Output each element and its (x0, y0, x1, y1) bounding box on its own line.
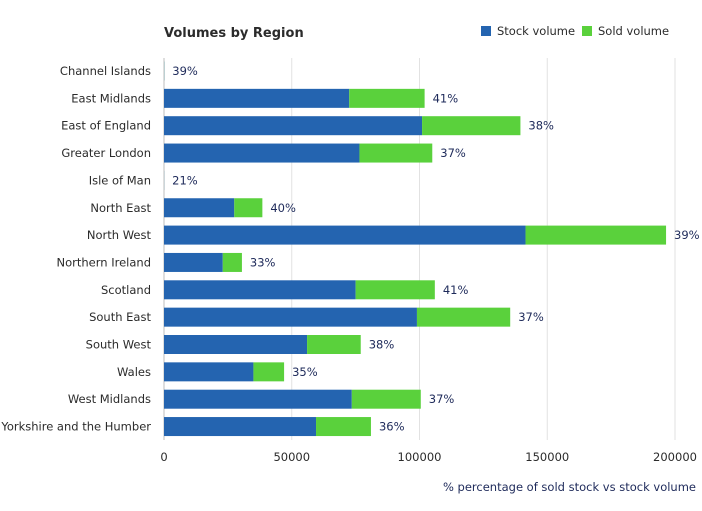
footnote: % percentage of sold stock vs stock volu… (443, 480, 696, 494)
x-tick-label: 50000 (273, 450, 310, 464)
percentage-label-yorkshire-and-the-humber: 36% (379, 420, 405, 434)
percentage-label-east-midlands: 41% (433, 91, 459, 105)
bar-east-of-england-sold-volume[interactable] (422, 116, 521, 136)
legend-label-stock-volume[interactable]: Stock volume (497, 24, 575, 38)
percentage-label-west-midlands: 37% (429, 392, 455, 406)
category-label-greater-london: Greater London (61, 146, 151, 160)
legend-swatch-sold-volume (582, 26, 592, 36)
category-label-east-of-england: East of England (61, 119, 151, 133)
category-label-south-west: South West (86, 338, 152, 352)
bar-south-west-sold-volume[interactable] (307, 335, 361, 354)
percentage-labels: 39% 41% 38% 37% 21% 40% 39% 33% 41% 37% 38% 35% 37% 3… (172, 64, 700, 434)
percentage-label-north-west: 39% (674, 228, 700, 242)
category-label-northern-ireland: Northern Ireland (57, 255, 151, 269)
bar-scotland-sold-volume[interactable] (355, 280, 435, 300)
percentage-label-isle-of-man: 21% (172, 173, 198, 187)
bar-north-west-stock-volume[interactable] (164, 225, 526, 245)
category-labels: Channel Islands East Midlands East of Engl… (0, 64, 151, 434)
category-label-wales: Wales (117, 365, 151, 379)
bar-yorkshire-and-the-humber-stock-volume[interactable] (164, 417, 317, 437)
category-label-yorkshire-and-the-humber: Yorkshire and the Humber (0, 420, 151, 434)
bar-wales-stock-volume[interactable] (164, 362, 254, 382)
x-tick-label: 200000 (653, 450, 697, 464)
category-label-scotland: Scotland (101, 283, 151, 297)
bar-north-east-stock-volume[interactable] (164, 198, 235, 218)
category-label-south-east: South East (89, 310, 151, 324)
chart-title: Volumes by Region (164, 26, 304, 41)
percentage-label-scotland: 41% (443, 283, 469, 297)
x-axis-tick-labels: 0 50000 100000 150000 200000 (160, 450, 697, 464)
bars (164, 61, 667, 437)
category-label-east-midlands: East Midlands (71, 91, 151, 105)
percentage-label-east-of-england: 38% (528, 119, 554, 133)
bar-north-east-sold-volume[interactable] (234, 198, 263, 218)
percentage-label-north-east: 40% (270, 201, 296, 215)
percentage-label-south-east: 37% (518, 310, 544, 324)
x-tick-label: 150000 (525, 450, 569, 464)
percentage-label-channel-islands: 39% (172, 64, 198, 78)
bar-east-midlands-sold-volume[interactable] (349, 88, 425, 108)
percentage-label-greater-london: 37% (440, 146, 466, 160)
category-label-west-midlands: West Midlands (68, 392, 151, 406)
bar-west-midlands-stock-volume[interactable] (164, 389, 352, 409)
bar-south-west-stock-volume[interactable] (164, 335, 308, 354)
bar-east-of-england-stock-volume[interactable] (164, 116, 423, 136)
bar-south-east-stock-volume[interactable] (164, 307, 417, 327)
legend[interactable]: Stock volume Sold volume (481, 24, 669, 38)
bar-scotland-stock-volume[interactable] (164, 280, 356, 300)
bar-greater-london-stock-volume[interactable] (164, 143, 360, 163)
bar-northern-ireland-stock-volume[interactable] (164, 252, 223, 272)
category-label-isle-of-man: Isle of Man (89, 173, 151, 187)
percentage-label-northern-ireland: 33% (250, 255, 276, 269)
bar-yorkshire-and-the-humber-sold-volume[interactable] (316, 417, 371, 437)
bar-west-midlands-sold-volume[interactable] (351, 389, 421, 409)
x-tick-label: 0 (160, 450, 167, 464)
bar-greater-london-sold-volume[interactable] (359, 143, 433, 163)
percentage-label-south-west: 38% (369, 338, 395, 352)
legend-swatch-stock-volume (481, 26, 491, 36)
category-label-channel-islands: Channel Islands (60, 64, 151, 78)
bar-south-east-sold-volume[interactable] (416, 307, 511, 327)
bar-north-west-sold-volume[interactable] (525, 225, 667, 245)
bar-east-midlands-stock-volume[interactable] (164, 88, 350, 108)
bar-northern-ireland-sold-volume[interactable] (222, 252, 242, 272)
x-tick-label: 100000 (398, 450, 442, 464)
legend-label-sold-volume[interactable]: Sold volume (598, 24, 669, 38)
category-label-north-east: North East (90, 201, 151, 215)
gridlines (163, 58, 676, 440)
bar-wales-sold-volume[interactable] (253, 362, 285, 382)
category-label-north-west: North West (87, 228, 152, 242)
percentage-label-wales: 35% (292, 365, 318, 379)
